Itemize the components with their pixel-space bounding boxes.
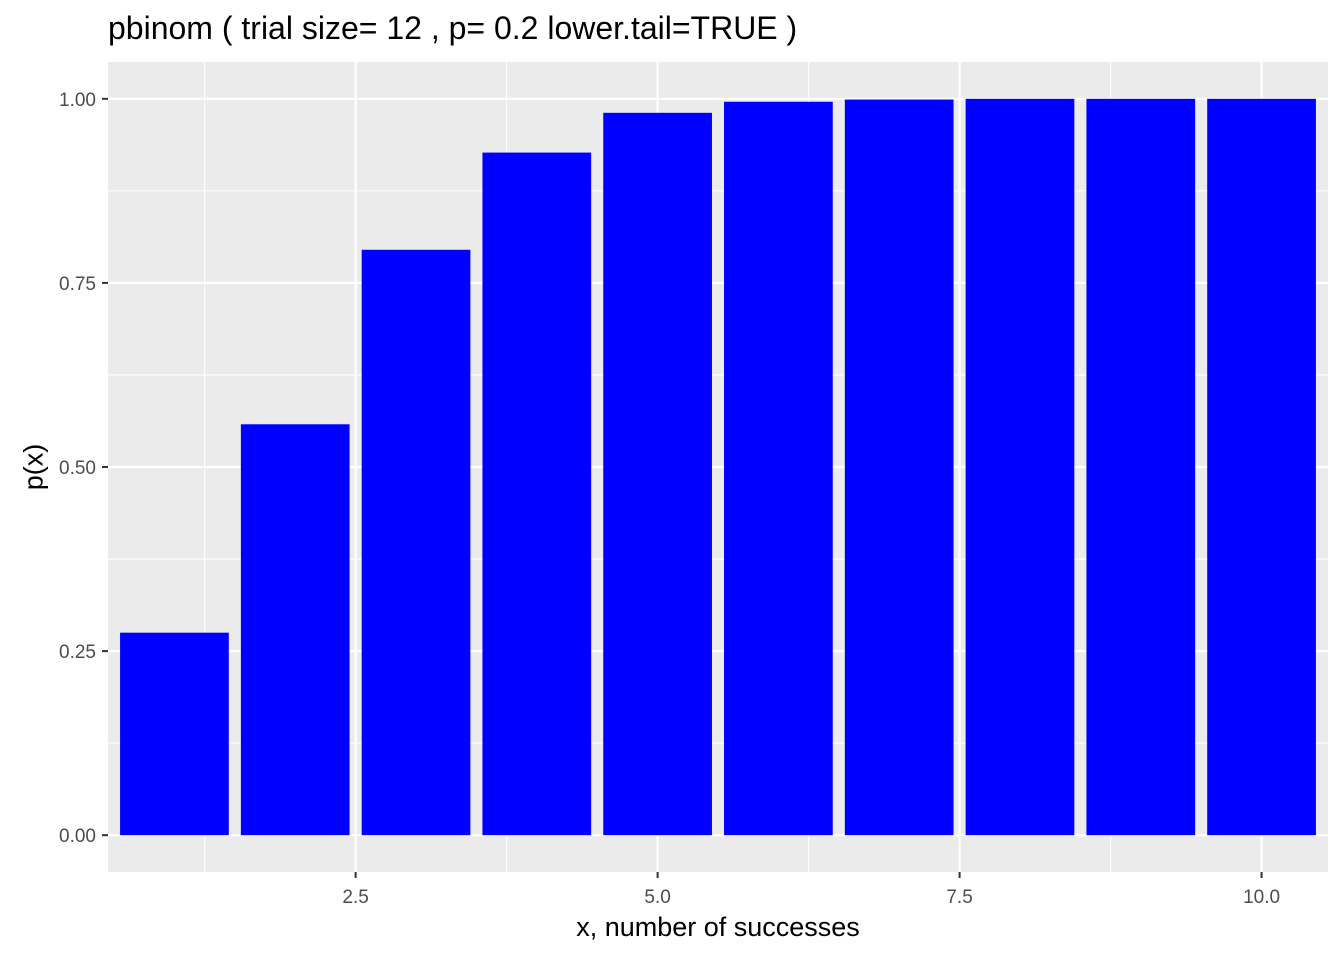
- bar-8: [965, 98, 1075, 836]
- x-tick-label: 5.0: [644, 887, 670, 908]
- bar-7: [844, 99, 954, 836]
- y-tick-label: 0.75: [59, 274, 96, 295]
- x-axis-label: x, number of successes: [576, 912, 860, 942]
- bar-4: [482, 152, 592, 836]
- x-tick-label: 7.5: [946, 887, 972, 908]
- x-tick-label: 10.0: [1243, 887, 1280, 908]
- y-tick-label: 1.00: [59, 90, 96, 111]
- bar-2: [240, 424, 350, 836]
- y-tick-label: 0.00: [59, 826, 96, 847]
- bar-9: [1086, 98, 1196, 836]
- bars: [120, 98, 1316, 836]
- bar-1: [120, 632, 229, 836]
- y-tick-label: 0.25: [59, 642, 96, 663]
- y-axis-ticks: 0.00 0.25 0.50 0.75 1.00: [59, 90, 108, 847]
- x-tick-label: 2.5: [342, 887, 368, 908]
- x-axis-ticks: 2.5 5.0 7.5 10.0: [342, 872, 1280, 908]
- y-tick-label: 0.50: [59, 458, 96, 479]
- bar-10: [1207, 98, 1316, 836]
- chart-title: pbinom ( trial size= 12 , p= 0.2 lower.t…: [108, 10, 798, 46]
- bar-3: [361, 249, 471, 836]
- bar-6: [724, 101, 833, 836]
- bar-5: [603, 112, 712, 836]
